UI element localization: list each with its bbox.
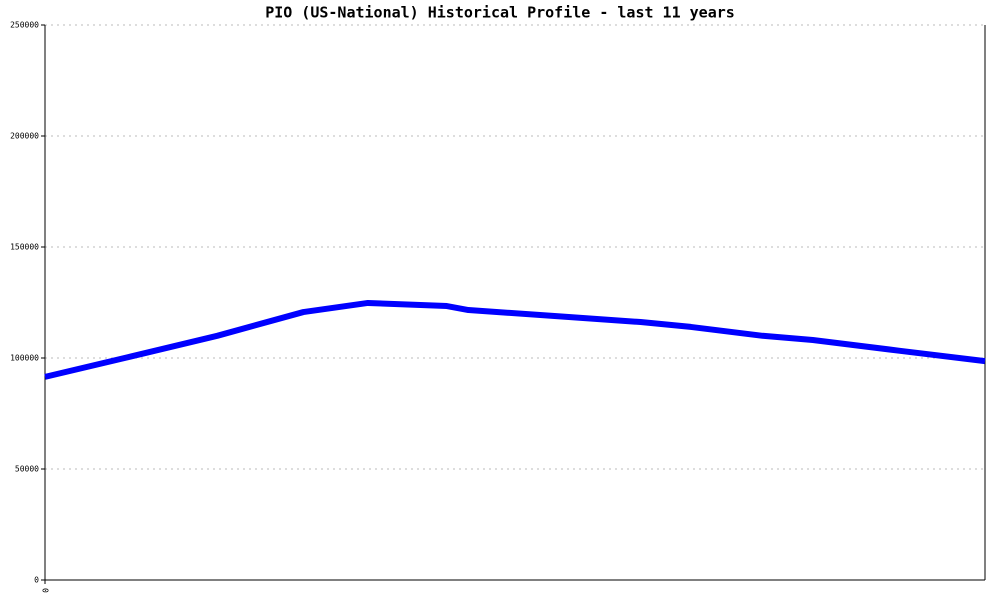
chart-title: PIO (US-National) Historical Profile - l… (265, 4, 735, 22)
y-tick-label: 100000 (10, 354, 39, 363)
x-tick-label: 0 (41, 588, 50, 593)
y-tick-label: 0 (34, 576, 39, 585)
y-tick-label: 250000 (10, 21, 39, 30)
y-tick-label: 150000 (10, 243, 39, 252)
y-tick-label: 200000 (10, 132, 39, 141)
y-tick-label: 50000 (15, 465, 39, 474)
line (44, 299, 986, 380)
